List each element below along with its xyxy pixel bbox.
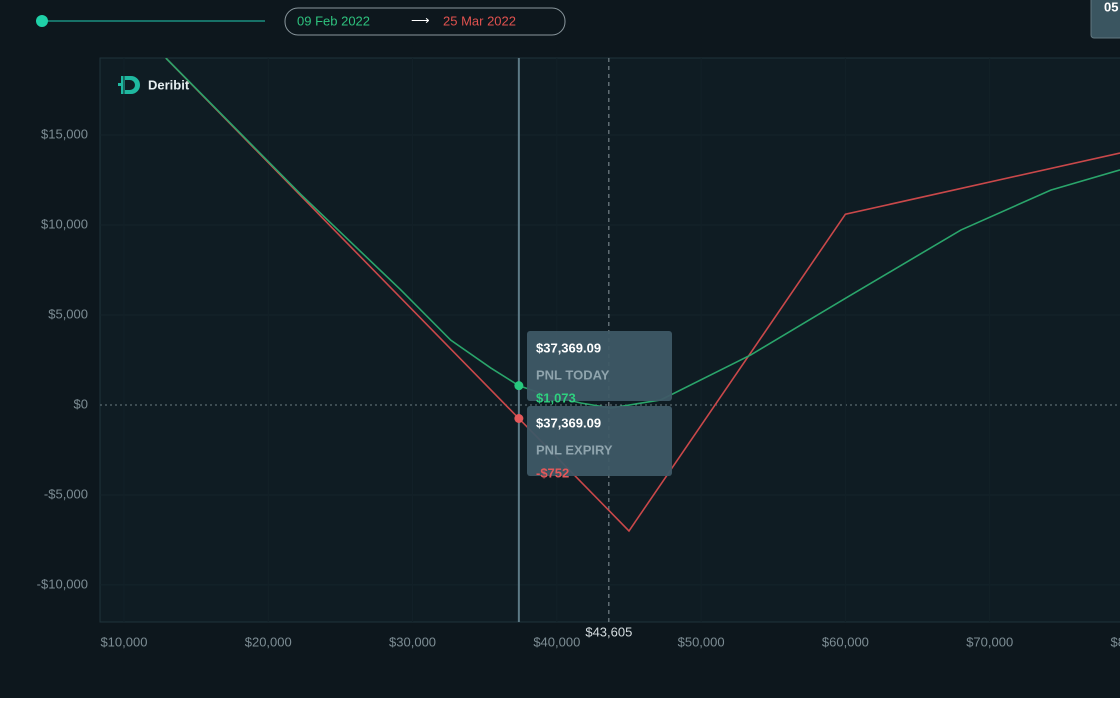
- x-tick-label: $40,000: [533, 634, 580, 649]
- pnl-line: [165, 58, 1120, 409]
- y-tick-label: -$5,000: [44, 486, 88, 501]
- x-tick-label: $20,000: [245, 634, 292, 649]
- crosshair-dot: [514, 413, 524, 423]
- y-tick-label: $5,000: [48, 306, 88, 321]
- tooltip-title: PNL EXPIRY: [536, 442, 613, 457]
- tooltip-title: PNL TODAY: [536, 367, 610, 382]
- tooltip-box: [527, 331, 672, 401]
- logo-icon: [121, 76, 140, 94]
- corner-label: 05: [1104, 0, 1118, 14]
- slider-handle[interactable]: [36, 15, 48, 27]
- pnl-line: [165, 58, 1120, 533]
- arrow: ⟶: [411, 12, 430, 27]
- end-date: 25 Mar 2022: [443, 13, 516, 28]
- logo-bar: [118, 83, 124, 86]
- crosshair-dot: [514, 381, 524, 391]
- x-tick-label: $70,000: [966, 634, 1013, 649]
- corner-badge[interactable]: [1090, 0, 1120, 39]
- tooltip-price: $37,369.09: [536, 415, 601, 430]
- brand-name: Deribit: [148, 77, 190, 92]
- y-tick-label: $15,000: [41, 126, 88, 141]
- start-date: 09 Feb 2022: [297, 13, 370, 28]
- marker-label: $43,605: [585, 624, 632, 639]
- y-tick-label: -$10,000: [37, 576, 88, 591]
- bottom-strip: [0, 698, 1120, 702]
- x-tick-label: $10,000: [100, 634, 147, 649]
- tooltip-value: -$752: [536, 465, 569, 480]
- x-tick-label: $80,000: [1110, 634, 1120, 649]
- tooltip-price: $37,369.09: [536, 340, 601, 355]
- brand-logo: Deribit: [118, 76, 190, 94]
- date-pill: [284, 7, 566, 36]
- tooltip-value: $1,073: [536, 390, 576, 405]
- y-tick-label: $0: [74, 396, 88, 411]
- y-tick-label: $10,000: [41, 216, 88, 231]
- x-tick-label: $50,000: [678, 634, 725, 649]
- x-tick-label: $60,000: [822, 634, 869, 649]
- tooltip-box: [527, 406, 672, 476]
- x-tick-label: $30,000: [389, 634, 436, 649]
